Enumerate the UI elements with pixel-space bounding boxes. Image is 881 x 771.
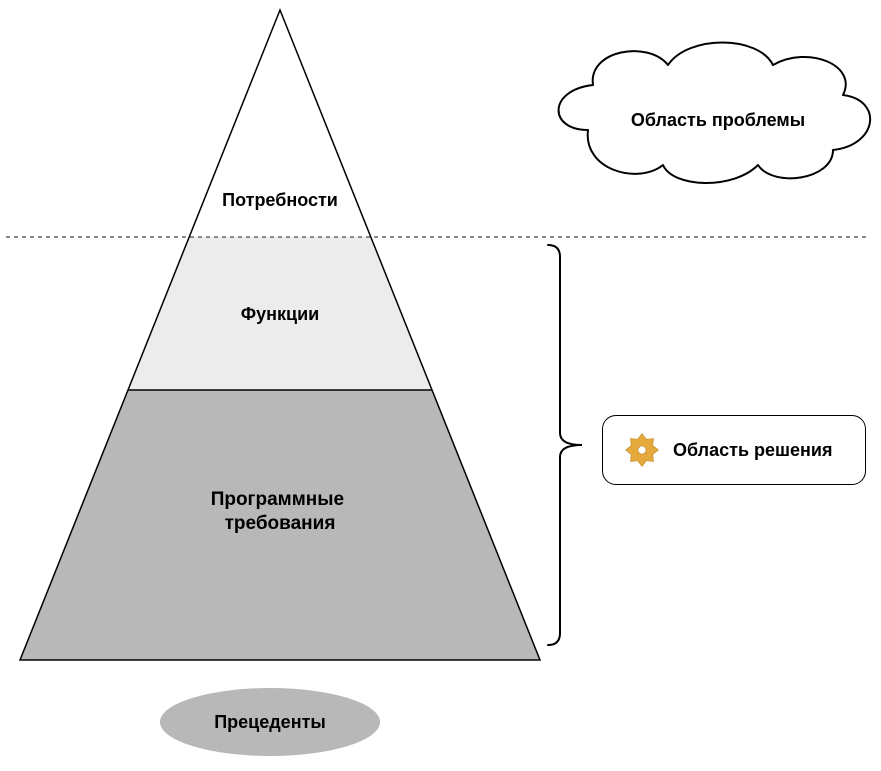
diagram-canvas: Потребности Функции Программные требован…: [0, 0, 881, 771]
label-solution-area: Область решения: [673, 440, 832, 461]
label-precedents: Прецеденты: [214, 712, 326, 732]
label-functions: Функции: [241, 304, 319, 324]
label-needs: Потребности: [222, 190, 338, 210]
curly-brace: [548, 245, 582, 645]
solution-area-box: Область решения: [602, 415, 866, 485]
label-problem-area: Область проблемы: [631, 110, 805, 130]
gear-icon: [625, 433, 659, 467]
